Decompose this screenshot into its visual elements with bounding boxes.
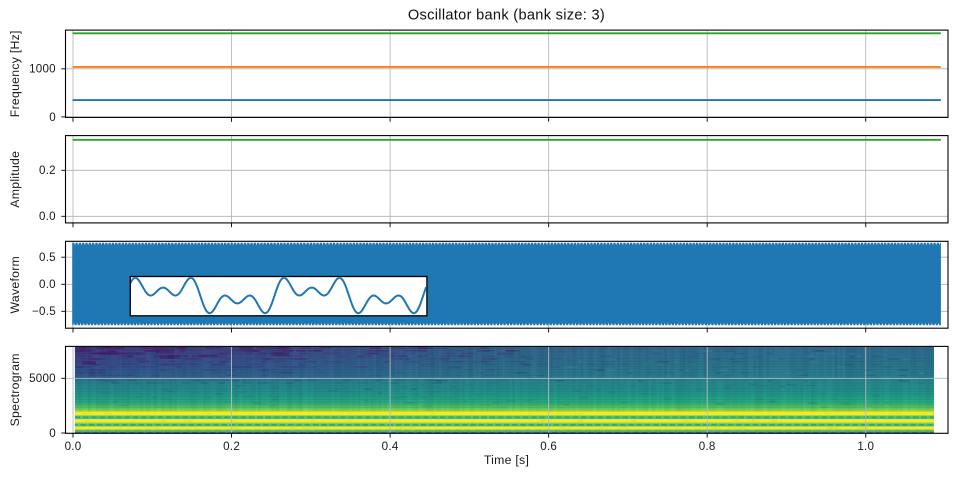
svg-text:Amplitude: Amplitude	[8, 151, 22, 208]
svg-text:−0.5: −0.5	[32, 305, 56, 318]
svg-text:Spectrogram: Spectrogram	[8, 353, 22, 426]
svg-text:0.5: 0.5	[39, 251, 56, 264]
svg-text:5000: 5000	[29, 372, 56, 385]
svg-text:Time [s]: Time [s]	[484, 453, 529, 467]
svg-text:0.0: 0.0	[65, 440, 82, 453]
svg-text:0: 0	[49, 111, 56, 124]
svg-text:0.2: 0.2	[39, 164, 56, 177]
svg-text:1.0: 1.0	[857, 440, 874, 453]
svg-text:Waveform: Waveform	[8, 256, 22, 314]
svg-text:0.4: 0.4	[382, 440, 399, 453]
svg-text:0.0: 0.0	[39, 210, 56, 223]
svg-text:0: 0	[49, 427, 56, 440]
svg-text:0.8: 0.8	[699, 440, 716, 453]
svg-text:1000: 1000	[29, 63, 56, 76]
svg-text:0.0: 0.0	[39, 278, 56, 291]
svg-text:Oscillator bank (bank size: 3): Oscillator bank (bank size: 3)	[408, 8, 605, 24]
svg-text:Frequency [Hz]: Frequency [Hz]	[8, 30, 22, 117]
svg-text:0.2: 0.2	[223, 440, 240, 453]
svg-text:0.6: 0.6	[540, 440, 557, 453]
